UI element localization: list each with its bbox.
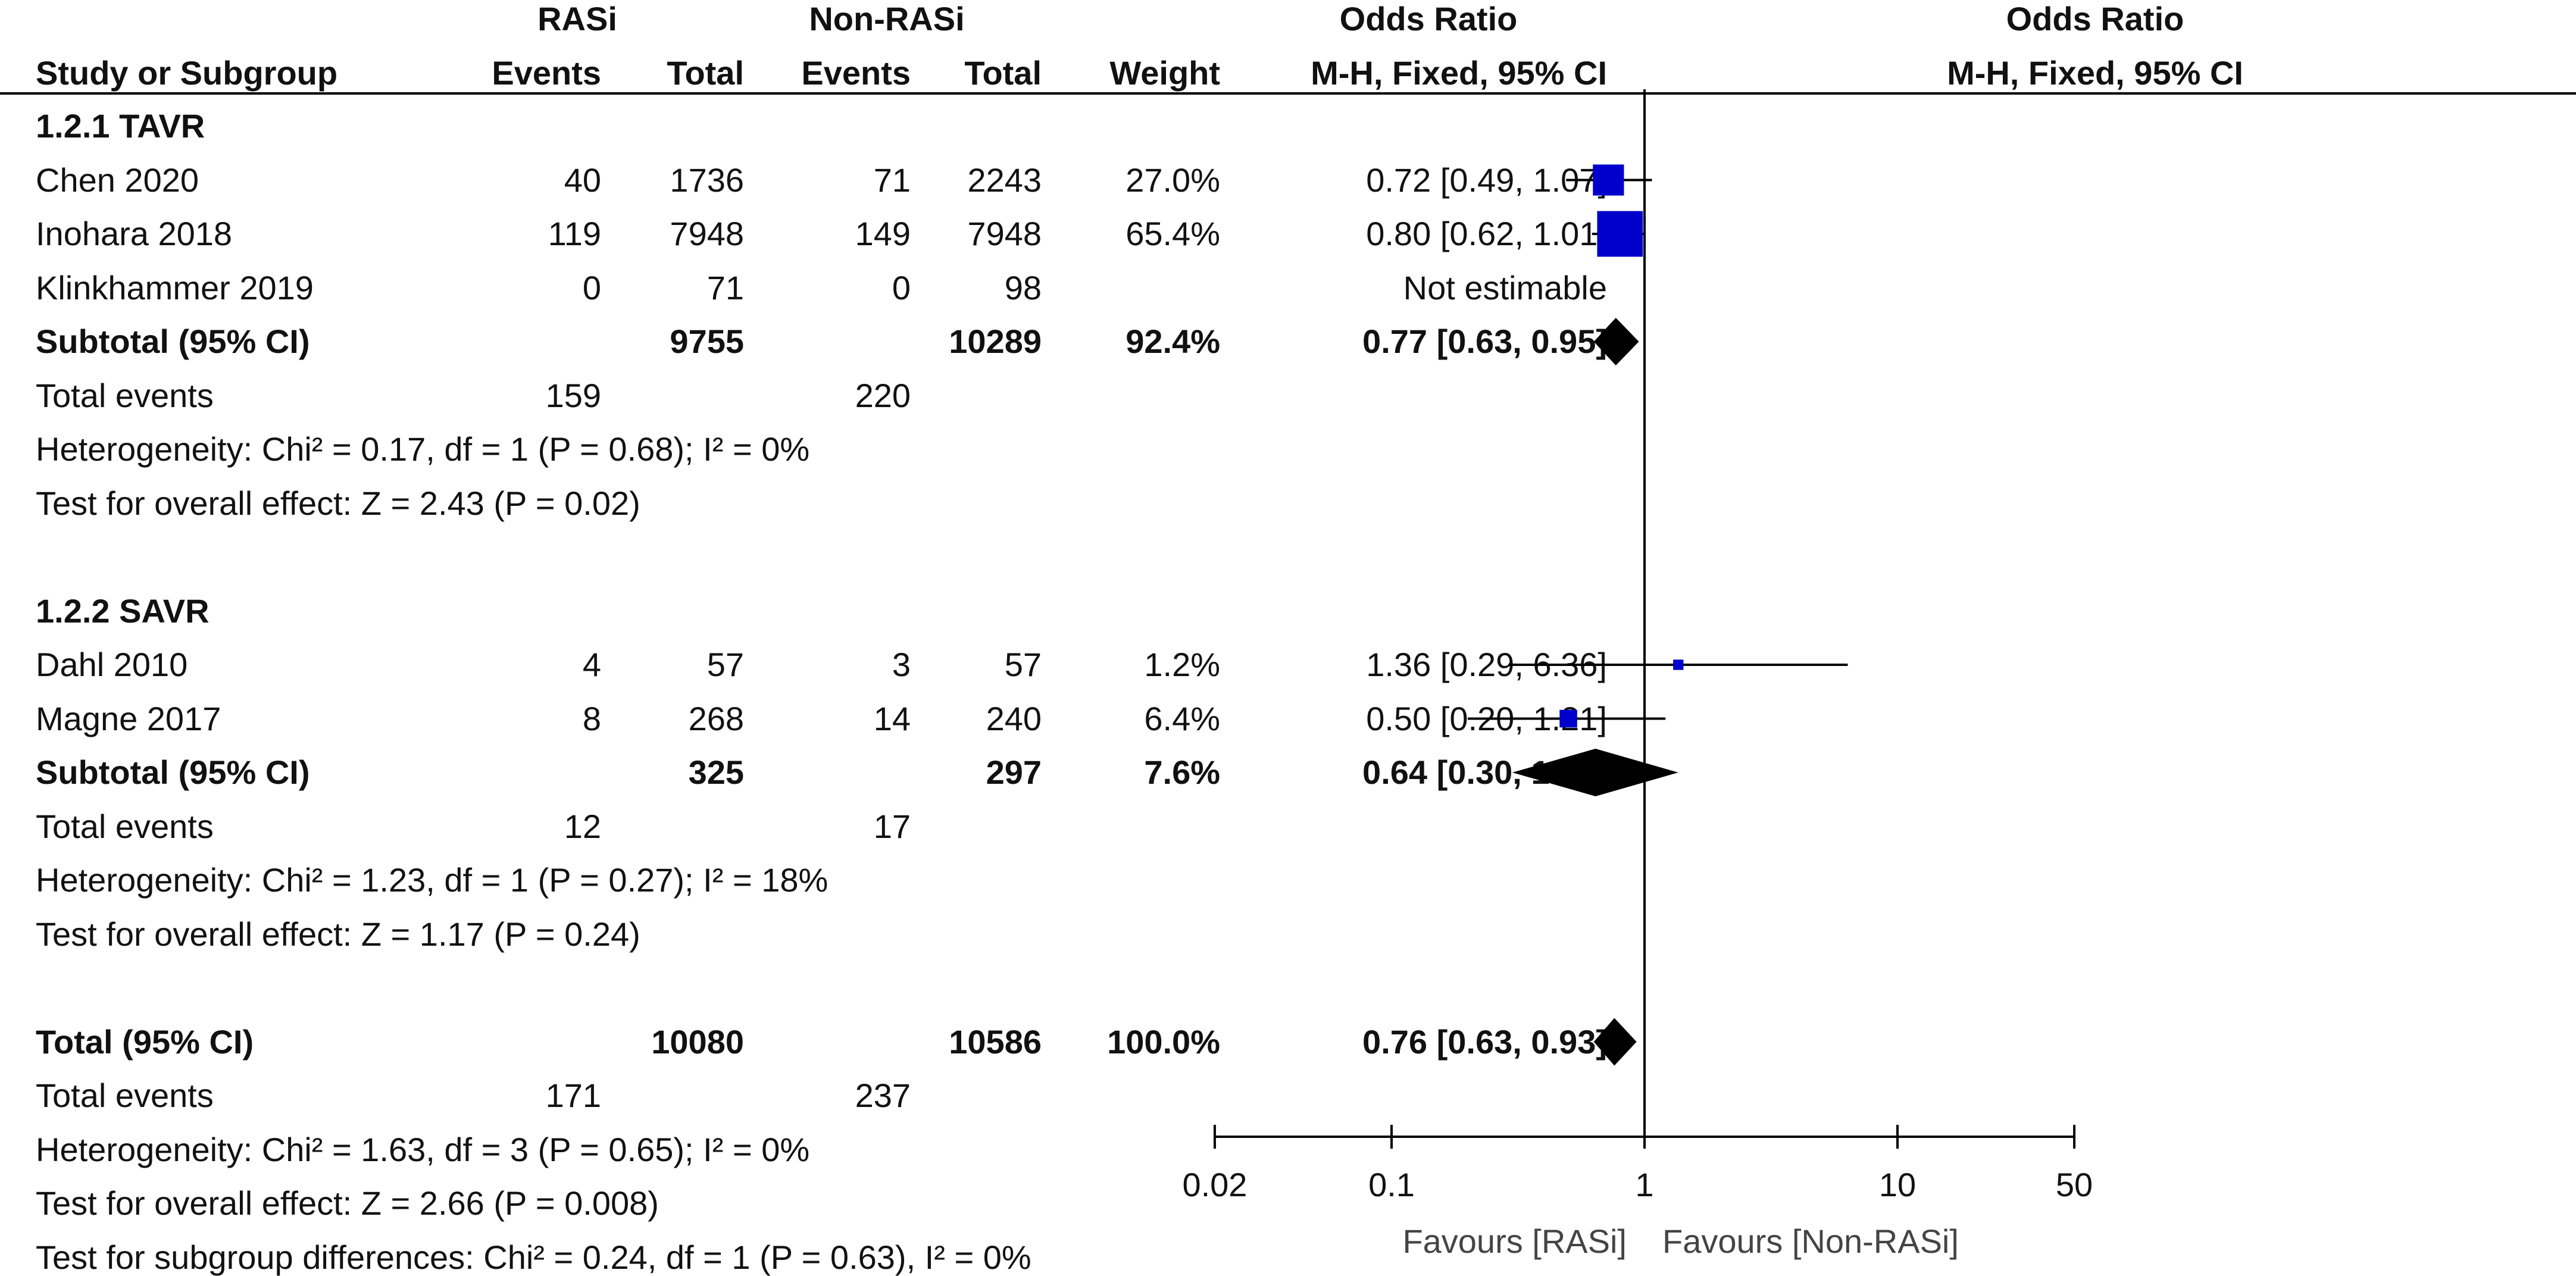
cell-t1: 1736 <box>670 161 744 199</box>
pooled-diamond <box>1593 1018 1637 1066</box>
cell-w: 27.0% <box>1126 161 1220 199</box>
favours-left-label: Favours [RASi] <box>1402 1222 1627 1260</box>
row-label: Subtotal (95% CI) <box>36 753 310 791</box>
cell-e1: 159 <box>545 376 601 414</box>
row-label: Heterogeneity: Chi² = 0.17, df = 1 (P = … <box>36 430 810 468</box>
cell-t2: 98 <box>1004 268 1042 307</box>
row-label: Total (95% CI) <box>36 1022 254 1061</box>
cell-t1: 7948 <box>670 215 744 252</box>
cell-ci: 0.77 [0.63, 0.95] <box>1362 323 1607 360</box>
cell-e1: 8 <box>582 699 601 737</box>
row-label: Heterogeneity: Chi² = 1.23, df = 1 (P = … <box>36 861 829 899</box>
cell-e2: 220 <box>855 376 911 414</box>
cell-w: 100.0% <box>1107 1022 1220 1061</box>
favours-right-label: Favours [Non-RASi] <box>1662 1222 1959 1260</box>
or-title: Odds Ratio <box>1339 0 1518 37</box>
cell-t1: 325 <box>688 753 744 791</box>
cell-e2: 149 <box>855 215 911 252</box>
x-tick-label: 10 <box>1879 1166 1916 1203</box>
cell-t2: 7948 <box>967 215 1042 252</box>
row-label: Test for overall effect: Z = 2.66 (P = 0… <box>36 1184 659 1222</box>
cell-w: 65.4% <box>1126 215 1220 252</box>
x-tick-label: 0.1 <box>1368 1166 1415 1203</box>
row-label: Test for overall effect: Z = 2.43 (P = 0… <box>36 484 640 522</box>
x-tick-label: 0.02 <box>1182 1166 1247 1203</box>
cell-e1: 0 <box>582 268 601 307</box>
col-events-rasi: Events <box>492 54 601 92</box>
col-study: Study or Subgroup <box>36 54 338 92</box>
cell-w: 1.2% <box>1144 646 1220 683</box>
col-total-nonrasi: Total <box>964 54 1042 92</box>
group1-header: RASi <box>537 0 617 37</box>
cell-e2: 14 <box>873 699 911 737</box>
cell-t1: 71 <box>706 268 744 307</box>
plot-method: M-H, Fixed, 95% CI <box>1947 54 2243 92</box>
study-marker <box>1593 164 1624 196</box>
study-marker <box>1559 709 1577 728</box>
row-label: Heterogeneity: Chi² = 1.63, df = 3 (P = … <box>36 1130 810 1168</box>
cell-t2: 297 <box>986 753 1042 791</box>
cell-ci: Not estimable <box>1403 268 1607 307</box>
x-tick-label: 1 <box>1635 1166 1653 1203</box>
cell-e1: 171 <box>545 1077 601 1114</box>
cell-e1: 12 <box>564 807 601 845</box>
row-label: Chen 2020 <box>36 161 199 199</box>
cell-t2: 2243 <box>967 161 1042 199</box>
header-rule <box>0 92 2576 95</box>
cell-t1: 9755 <box>670 323 744 360</box>
cell-w: 92.4% <box>1126 323 1220 360</box>
cell-w: 7.6% <box>1144 753 1220 791</box>
cell-e2: 0 <box>892 268 911 307</box>
cell-e2: 3 <box>892 646 911 683</box>
col-events-nonrasi: Events <box>801 54 911 92</box>
col-total-rasi: Total <box>667 54 744 92</box>
cell-ci: 0.80 [0.62, 1.01] <box>1366 215 1607 252</box>
row-label: Dahl 2010 <box>36 646 188 683</box>
cell-e1: 40 <box>564 161 601 199</box>
row-label: Total events <box>36 1077 214 1114</box>
pooled-diamond <box>1512 749 1678 796</box>
cell-e1: 119 <box>548 215 601 252</box>
col-method: M-H, Fixed, 95% CI <box>1311 54 1607 92</box>
row-label: Subtotal (95% CI) <box>36 323 310 360</box>
cell-t1: 57 <box>706 646 744 683</box>
cell-t2: 10289 <box>949 323 1042 360</box>
row-label: Test for subgroup differences: Chi² = 0.… <box>36 1238 1031 1276</box>
row-label: Total events <box>36 376 214 414</box>
cell-t1: 268 <box>688 699 744 737</box>
cell-e1: 4 <box>582 646 601 683</box>
pooled-diamond <box>1593 318 1639 365</box>
plot-title: Odds Ratio <box>2006 0 2184 37</box>
cell-t2: 10586 <box>949 1022 1042 1061</box>
cell-e2: 17 <box>873 807 911 845</box>
cell-e2: 237 <box>855 1077 911 1114</box>
cell-e2: 71 <box>873 161 911 199</box>
col-weight: Weight <box>1109 54 1220 92</box>
cell-t2: 240 <box>986 699 1042 737</box>
row-label: 1.2.1 TAVR <box>36 107 205 145</box>
cell-w: 6.4% <box>1144 699 1220 737</box>
cell-t1: 10080 <box>651 1022 744 1061</box>
row-label: Total events <box>36 807 214 845</box>
row-label: Test for overall effect: Z = 1.17 (P = 0… <box>36 915 640 953</box>
group2-header: Non-RASi <box>809 0 965 37</box>
cell-t2: 57 <box>1004 646 1042 683</box>
study-marker <box>1673 659 1684 670</box>
cell-ci: 0.76 [0.63, 0.93] <box>1362 1022 1607 1061</box>
row-label: Inohara 2018 <box>36 215 233 252</box>
row-label: 1.2.2 SAVR <box>36 592 210 630</box>
row-label: Magne 2017 <box>36 699 221 737</box>
study-marker <box>1597 211 1643 257</box>
x-tick-label: 50 <box>2056 1166 2093 1203</box>
row-label: Klinkhammer 2019 <box>36 268 314 307</box>
